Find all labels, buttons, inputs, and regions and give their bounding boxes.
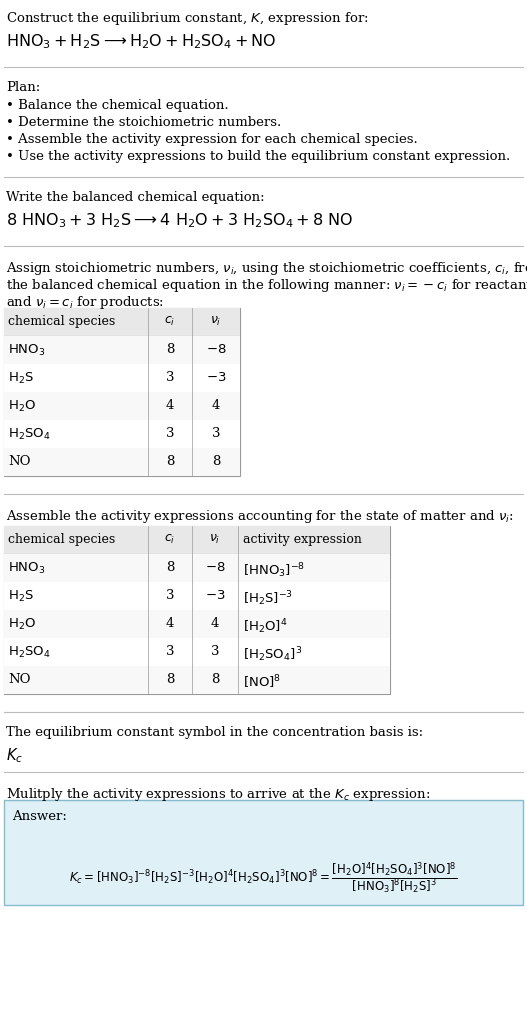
Text: $-3$: $-3$ xyxy=(205,589,225,602)
Text: 8: 8 xyxy=(166,561,174,574)
Bar xyxy=(4,526,390,694)
Text: $\nu_i$: $\nu_i$ xyxy=(210,315,222,328)
Text: $\mathrm{H_2SO_4}$: $\mathrm{H_2SO_4}$ xyxy=(8,644,51,660)
Text: Plan:: Plan: xyxy=(6,81,40,94)
Bar xyxy=(4,448,240,476)
Bar xyxy=(4,638,390,666)
Bar xyxy=(4,336,240,364)
Bar xyxy=(4,582,390,610)
Bar xyxy=(4,610,390,638)
Text: $[\mathrm{H_2S}]^{-3}$: $[\mathrm{H_2S}]^{-3}$ xyxy=(243,589,293,608)
Text: $c_i$: $c_i$ xyxy=(164,315,175,328)
Bar xyxy=(4,308,240,336)
Text: 3: 3 xyxy=(166,427,174,440)
Text: Assemble the activity expressions accounting for the state of matter and $\nu_i$: Assemble the activity expressions accoun… xyxy=(6,508,514,525)
Text: • Use the activity expressions to build the equilibrium constant expression.: • Use the activity expressions to build … xyxy=(6,150,510,163)
Text: $K_c$: $K_c$ xyxy=(6,746,23,765)
Text: 3: 3 xyxy=(166,589,174,602)
Text: 8: 8 xyxy=(166,455,174,468)
Text: $-3$: $-3$ xyxy=(206,371,226,384)
Text: 3: 3 xyxy=(211,644,219,658)
Text: 4: 4 xyxy=(211,617,219,630)
Bar xyxy=(4,554,390,582)
Text: NO: NO xyxy=(8,455,31,468)
Text: • Balance the chemical equation.: • Balance the chemical equation. xyxy=(6,99,229,112)
Text: and $\nu_i = c_i$ for products:: and $\nu_i = c_i$ for products: xyxy=(6,294,164,311)
Text: $[\mathrm{H_2O}]^{4}$: $[\mathrm{H_2O}]^{4}$ xyxy=(243,617,288,635)
Text: Mulitply the activity expressions to arrive at the $K_c$ expression:: Mulitply the activity expressions to arr… xyxy=(6,786,430,803)
Text: $-8$: $-8$ xyxy=(204,561,226,574)
Text: activity expression: activity expression xyxy=(243,533,362,546)
Text: $\mathrm{HNO_3}$: $\mathrm{HNO_3}$ xyxy=(8,561,45,576)
Text: 3: 3 xyxy=(166,644,174,658)
Bar xyxy=(4,666,390,694)
Text: $K_c = [\mathrm{HNO_3}]^{-8}[\mathrm{H_2S}]^{-3}[\mathrm{H_2O}]^{4}[\mathrm{H_2S: $K_c = [\mathrm{HNO_3}]^{-8}[\mathrm{H_2… xyxy=(69,860,457,896)
Text: 4: 4 xyxy=(166,399,174,412)
Text: $[\mathrm{HNO_3}]^{-8}$: $[\mathrm{HNO_3}]^{-8}$ xyxy=(243,561,305,580)
Text: Construct the equilibrium constant, $K$, expression for:: Construct the equilibrium constant, $K$,… xyxy=(6,10,369,27)
Bar xyxy=(4,364,240,392)
Text: 8: 8 xyxy=(212,455,220,468)
Text: chemical species: chemical species xyxy=(8,533,115,546)
Bar xyxy=(4,308,240,476)
Text: $c_i$: $c_i$ xyxy=(164,533,175,546)
Text: $\mathrm{H_2S}$: $\mathrm{H_2S}$ xyxy=(8,589,34,605)
Text: $\mathrm{H_2S}$: $\mathrm{H_2S}$ xyxy=(8,371,34,386)
Text: $\mathrm{8\ HNO_3 + 3\ H_2S \longrightarrow 4\ H_2O + 3\ H_2SO_4 + 8\ NO}$: $\mathrm{8\ HNO_3 + 3\ H_2S \longrightar… xyxy=(6,211,354,230)
Bar xyxy=(4,526,390,554)
Text: $\mathrm{H_2SO_4}$: $\mathrm{H_2SO_4}$ xyxy=(8,427,51,442)
Text: $\mathrm{HNO_3}$: $\mathrm{HNO_3}$ xyxy=(8,343,45,358)
Text: $\mathrm{H_2O}$: $\mathrm{H_2O}$ xyxy=(8,399,36,414)
Text: 8: 8 xyxy=(166,343,174,356)
Text: $\nu_i$: $\nu_i$ xyxy=(209,533,221,546)
Text: Write the balanced chemical equation:: Write the balanced chemical equation: xyxy=(6,191,265,204)
Text: • Determine the stoichiometric numbers.: • Determine the stoichiometric numbers. xyxy=(6,116,281,129)
Text: 3: 3 xyxy=(212,427,220,440)
Text: the balanced chemical equation in the following manner: $\nu_i = -c_i$ for react: the balanced chemical equation in the fo… xyxy=(6,277,527,294)
Bar xyxy=(4,392,240,420)
Text: chemical species: chemical species xyxy=(8,315,115,328)
Text: The equilibrium constant symbol in the concentration basis is:: The equilibrium constant symbol in the c… xyxy=(6,726,423,739)
Text: Answer:: Answer: xyxy=(12,810,67,822)
Text: 8: 8 xyxy=(166,673,174,686)
Text: $\mathrm{H_2O}$: $\mathrm{H_2O}$ xyxy=(8,617,36,632)
Text: $[\mathrm{H_2SO_4}]^{3}$: $[\mathrm{H_2SO_4}]^{3}$ xyxy=(243,644,302,664)
Text: NO: NO xyxy=(8,673,31,686)
Text: $[\mathrm{NO}]^{8}$: $[\mathrm{NO}]^{8}$ xyxy=(243,673,281,691)
Bar xyxy=(4,420,240,448)
Text: 4: 4 xyxy=(212,399,220,412)
Text: • Assemble the activity expression for each chemical species.: • Assemble the activity expression for e… xyxy=(6,133,418,146)
Text: $\mathrm{HNO_3 + H_2S \longrightarrow H_2O + H_2SO_4 + NO}$: $\mathrm{HNO_3 + H_2S \longrightarrow H_… xyxy=(6,32,277,51)
Text: $-8$: $-8$ xyxy=(206,343,226,356)
Text: Assign stoichiometric numbers, $\nu_i$, using the stoichiometric coefficients, $: Assign stoichiometric numbers, $\nu_i$, … xyxy=(6,260,527,277)
Text: 8: 8 xyxy=(211,673,219,686)
Text: 4: 4 xyxy=(166,617,174,630)
Text: 3: 3 xyxy=(166,371,174,384)
Bar xyxy=(4,800,523,905)
